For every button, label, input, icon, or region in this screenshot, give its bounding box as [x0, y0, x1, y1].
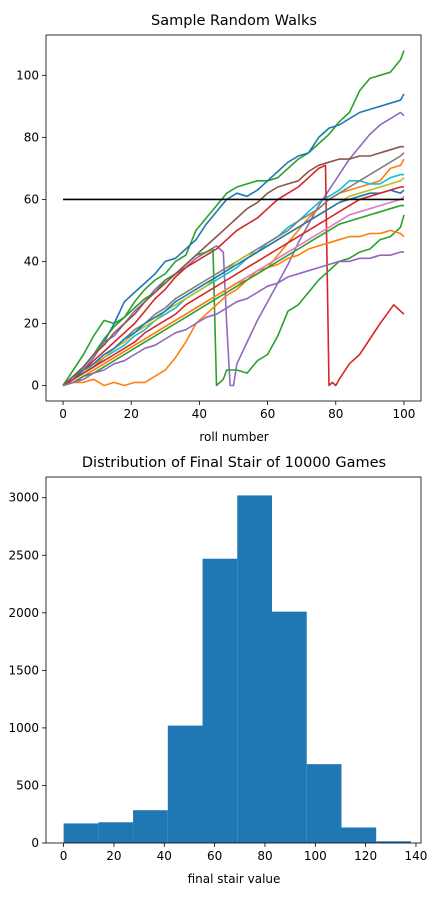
- walk-series-line: [62, 111, 405, 387]
- histogram-bars: [63, 495, 411, 843]
- random-walks-chart: Sample Random Walks 0 20 40 60 80 100 0 20 40 60…: [16, 13, 422, 444]
- walk-series-line: [62, 229, 405, 387]
- walk-series-line: [62, 189, 405, 387]
- y-tick-label: 500: [16, 778, 39, 792]
- histogram-bar: [63, 823, 99, 843]
- y-tick-label: 1500: [8, 663, 39, 677]
- walk-series-line: [62, 204, 404, 387]
- walk-series-line: [62, 145, 404, 387]
- y-tick-label: 60: [24, 192, 39, 206]
- y-tick-label: 0: [31, 836, 39, 850]
- y-tick-label: 100: [16, 68, 39, 82]
- histogram-bar: [167, 725, 203, 843]
- walk-series-line: [62, 186, 404, 387]
- y-tick-label: 40: [24, 254, 39, 268]
- x-tick-label: 60: [207, 849, 222, 863]
- histogram-bar: [376, 841, 411, 843]
- histogram-bar: [306, 764, 342, 843]
- histogram-bar: [341, 827, 377, 843]
- x-tick-label: 40: [192, 407, 207, 421]
- x-axis: 0 20 40 60 80 100 120 140: [60, 843, 428, 863]
- walk-series-line: [62, 164, 405, 387]
- x-tick-label: 0: [60, 849, 68, 863]
- walk-lines: [62, 50, 405, 387]
- x-tick-label: 0: [59, 407, 67, 421]
- x-tick-label: 80: [257, 849, 272, 863]
- walk-series-line: [62, 214, 405, 387]
- x-tick-label: 80: [328, 407, 343, 421]
- x-axis: 0 20 40 60 80 100: [59, 401, 415, 421]
- y-tick-label: 1000: [8, 721, 39, 735]
- walk-series-line: [62, 177, 405, 387]
- x-tick-label: 20: [124, 407, 139, 421]
- walk-series-line: [62, 173, 404, 387]
- chart-title: Distribution of Final Stair of 10000 Gam…: [82, 455, 386, 471]
- y-tick-label: 0: [31, 378, 39, 392]
- x-tick-label: 40: [157, 849, 172, 863]
- x-axis-label: final stair value: [188, 872, 281, 886]
- histogram-bar: [133, 810, 168, 843]
- x-tick-label: 100: [393, 407, 416, 421]
- y-tick-label: 20: [24, 316, 39, 330]
- y-axis: 0 20 40 60 80 100: [16, 68, 46, 392]
- histogram-bar: [202, 558, 238, 843]
- x-axis-label: roll number: [199, 430, 268, 444]
- chart-title: Sample Random Walks: [151, 13, 317, 29]
- x-tick-label: 100: [304, 849, 327, 863]
- y-axis: 0 500 1000 1500 2000 2500 3000: [8, 491, 46, 850]
- walk-series-line: [62, 158, 405, 387]
- x-tick-label: 140: [405, 849, 428, 863]
- y-tick-label: 3000: [8, 491, 39, 505]
- y-tick-label: 2500: [8, 548, 39, 562]
- x-tick-label: 60: [260, 407, 275, 421]
- final-stair-histogram: Distribution of Final Stair of 10000 Gam…: [8, 455, 427, 886]
- x-tick-label: 20: [106, 849, 121, 863]
- histogram-bar: [272, 611, 307, 843]
- y-tick-label: 80: [24, 130, 39, 144]
- walk-series-line: [62, 93, 405, 387]
- walk-series-line: [62, 251, 404, 387]
- y-tick-label: 2000: [8, 606, 39, 620]
- histogram-bar: [237, 495, 273, 843]
- plot-frame: [45, 476, 422, 844]
- x-tick-label: 120: [354, 849, 377, 863]
- plot-frame: [45, 34, 422, 402]
- histogram-bar: [98, 822, 134, 843]
